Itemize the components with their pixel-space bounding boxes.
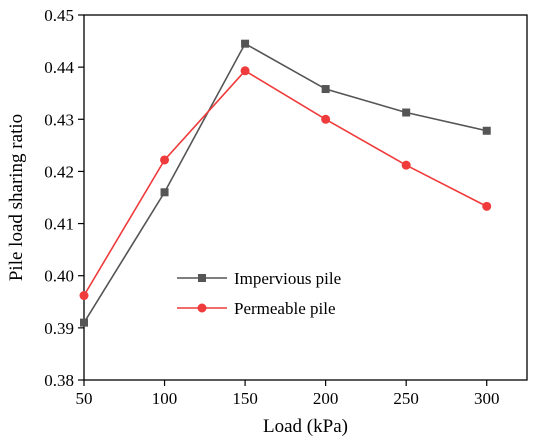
legend-item: Impervious pile [177,269,341,288]
data-point [321,114,331,124]
data-point [402,108,411,117]
data-point [321,85,330,94]
series-2 [79,66,492,301]
y-tick-label: 0.38 [44,371,74,390]
x-axis-title: Load (kPa) [263,416,348,437]
x-axis: 50 100 150 200 250 300 [76,380,500,408]
data-point [482,126,491,135]
plot-frame [83,14,528,381]
y-tick-label: 0.43 [44,110,74,129]
legend: Impervious pile Permeable pile [177,269,341,318]
series-line [83,69,488,296]
x-tick-label: 50 [76,389,93,408]
legend-label: Impervious pile [234,269,341,288]
data-point [241,39,250,48]
x-tick-label: 200 [313,389,339,408]
data-point [160,155,170,165]
data-point [80,318,88,327]
y-tick-label: 0.40 [44,267,74,286]
y-axis-title: Pile load sharing ratio [6,114,27,281]
y-tick-label: 0.42 [44,162,74,181]
series-1 [80,39,491,327]
legend-marker [197,303,207,313]
data-point [240,66,250,76]
data-point [401,160,411,170]
y-tick-label: 0.44 [44,58,74,77]
data-point [160,188,169,197]
legend-marker [198,274,206,282]
legend-item: Permeable pile [177,299,336,318]
y-axis: 0.38 0.39 0.40 0.41 0.42 0.43 0.44 0.45 [44,6,84,390]
y-tick-label: 0.39 [44,319,74,338]
x-tick-label: 250 [393,389,419,408]
y-tick-label: 0.41 [44,215,74,234]
x-tick-label: 100 [152,389,178,408]
y-tick-label: 0.45 [44,6,74,25]
series-line [83,42,487,324]
legend-label: Permeable pile [234,299,336,318]
x-tick-label: 300 [474,389,500,408]
x-tick-label: 150 [232,389,258,408]
series-layer [79,39,492,327]
plot-border [83,14,528,381]
data-point [482,201,492,211]
data-point [79,291,89,301]
